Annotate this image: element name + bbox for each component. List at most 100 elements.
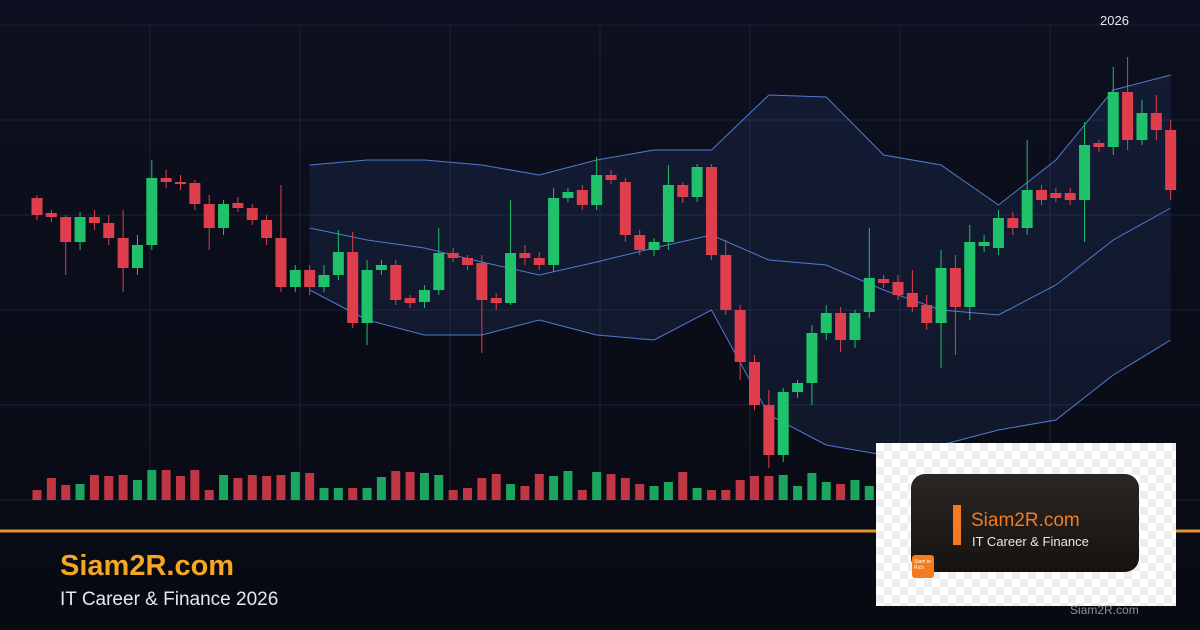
candle-body bbox=[548, 198, 560, 265]
candle-body bbox=[662, 185, 674, 242]
volume-bar bbox=[850, 480, 860, 500]
volume-bar bbox=[434, 475, 444, 500]
candle-body bbox=[447, 253, 459, 258]
candle-body bbox=[131, 245, 143, 268]
candle-body bbox=[103, 223, 115, 238]
candle-body bbox=[992, 218, 1004, 248]
volume-bar bbox=[448, 490, 458, 500]
candle-body bbox=[591, 175, 603, 205]
year-label: 2026 bbox=[1100, 13, 1129, 28]
watermark: Siam2R.com bbox=[1070, 603, 1139, 617]
volume-bar bbox=[305, 473, 315, 500]
volume-bar bbox=[391, 471, 401, 500]
volume-bar bbox=[750, 476, 759, 500]
candle-body bbox=[763, 405, 775, 455]
candle-body bbox=[720, 255, 732, 310]
candle-body bbox=[490, 298, 502, 303]
candle-body bbox=[835, 313, 847, 340]
volume-bar bbox=[520, 486, 530, 500]
volume-bar bbox=[405, 472, 415, 500]
logo-card bbox=[911, 474, 1139, 572]
volume-bar bbox=[706, 490, 716, 500]
candle-body bbox=[1036, 190, 1047, 200]
candle-body bbox=[634, 235, 646, 250]
grid bbox=[0, 24, 1200, 501]
volume-bar bbox=[549, 476, 559, 500]
candle-body bbox=[1050, 193, 1062, 198]
volume-bar bbox=[577, 490, 587, 500]
volume-bar bbox=[491, 474, 501, 500]
candle-body bbox=[1165, 130, 1177, 190]
volume-bar bbox=[692, 488, 702, 500]
volume-bar bbox=[463, 488, 472, 500]
candle-body bbox=[390, 265, 402, 300]
volume-bar bbox=[247, 475, 257, 500]
volume-bar bbox=[534, 474, 544, 500]
band-area bbox=[309, 75, 1171, 455]
volume-bar bbox=[219, 475, 229, 500]
volume-bar bbox=[620, 478, 630, 500]
volume-bar bbox=[735, 480, 745, 500]
candle-body bbox=[1079, 145, 1091, 200]
candle-body bbox=[433, 253, 445, 290]
candle-body bbox=[1107, 92, 1119, 147]
volume-bar bbox=[161, 470, 171, 500]
volume-bar bbox=[807, 473, 817, 500]
volume-bar bbox=[46, 478, 56, 500]
candle-body bbox=[878, 279, 890, 283]
candle-body bbox=[31, 198, 43, 215]
volume-bar bbox=[793, 486, 803, 500]
candle-body bbox=[232, 203, 244, 208]
candle-body bbox=[1007, 218, 1019, 228]
candle-body bbox=[519, 253, 531, 258]
volume-bar bbox=[89, 475, 99, 500]
volume-bar bbox=[61, 485, 71, 500]
volume-bar bbox=[190, 470, 200, 500]
volume-bar bbox=[204, 490, 214, 500]
volume-bar bbox=[635, 484, 645, 500]
volume-bar bbox=[821, 482, 831, 500]
volume-bar bbox=[477, 478, 487, 500]
volume-bar bbox=[319, 488, 329, 500]
candle-body bbox=[88, 217, 100, 223]
footer-subtitle: IT Career & Finance 2026 bbox=[60, 589, 279, 610]
candle-body bbox=[74, 217, 86, 242]
volume-bar bbox=[333, 488, 343, 500]
candle-body bbox=[978, 242, 990, 246]
candle-body bbox=[218, 204, 230, 228]
volume-bar bbox=[132, 480, 142, 500]
volume-bar bbox=[147, 470, 157, 500]
candle-body bbox=[749, 362, 760, 405]
candle-body bbox=[935, 268, 947, 323]
volume-bar bbox=[721, 490, 731, 500]
volume-bar bbox=[362, 488, 372, 500]
candle-body bbox=[505, 253, 517, 303]
volume-bar bbox=[506, 484, 516, 500]
volume-bar bbox=[176, 476, 185, 500]
candle-body bbox=[361, 270, 373, 323]
volume-bar bbox=[276, 475, 286, 500]
volume-bar bbox=[864, 486, 874, 500]
volume-bar bbox=[678, 472, 688, 500]
candle-body bbox=[964, 242, 976, 307]
candle-body bbox=[849, 313, 861, 340]
candle-body bbox=[1021, 190, 1033, 228]
candle-body bbox=[304, 270, 316, 287]
volume-bar bbox=[118, 475, 128, 500]
candle-body bbox=[1150, 113, 1162, 130]
candle-body bbox=[1136, 113, 1148, 140]
candle-body bbox=[1122, 92, 1134, 140]
volume-bar bbox=[836, 484, 846, 500]
candle-body bbox=[533, 258, 545, 265]
volume-bar bbox=[376, 477, 386, 500]
volume-bar bbox=[233, 478, 243, 500]
candle-body bbox=[1093, 143, 1105, 147]
candle-body bbox=[289, 270, 301, 287]
candle-body bbox=[261, 220, 273, 238]
volume-bar bbox=[649, 486, 659, 500]
candle-body bbox=[863, 278, 875, 312]
candle-body bbox=[146, 178, 158, 245]
candle-body bbox=[160, 178, 172, 182]
volume-bar bbox=[104, 476, 114, 500]
